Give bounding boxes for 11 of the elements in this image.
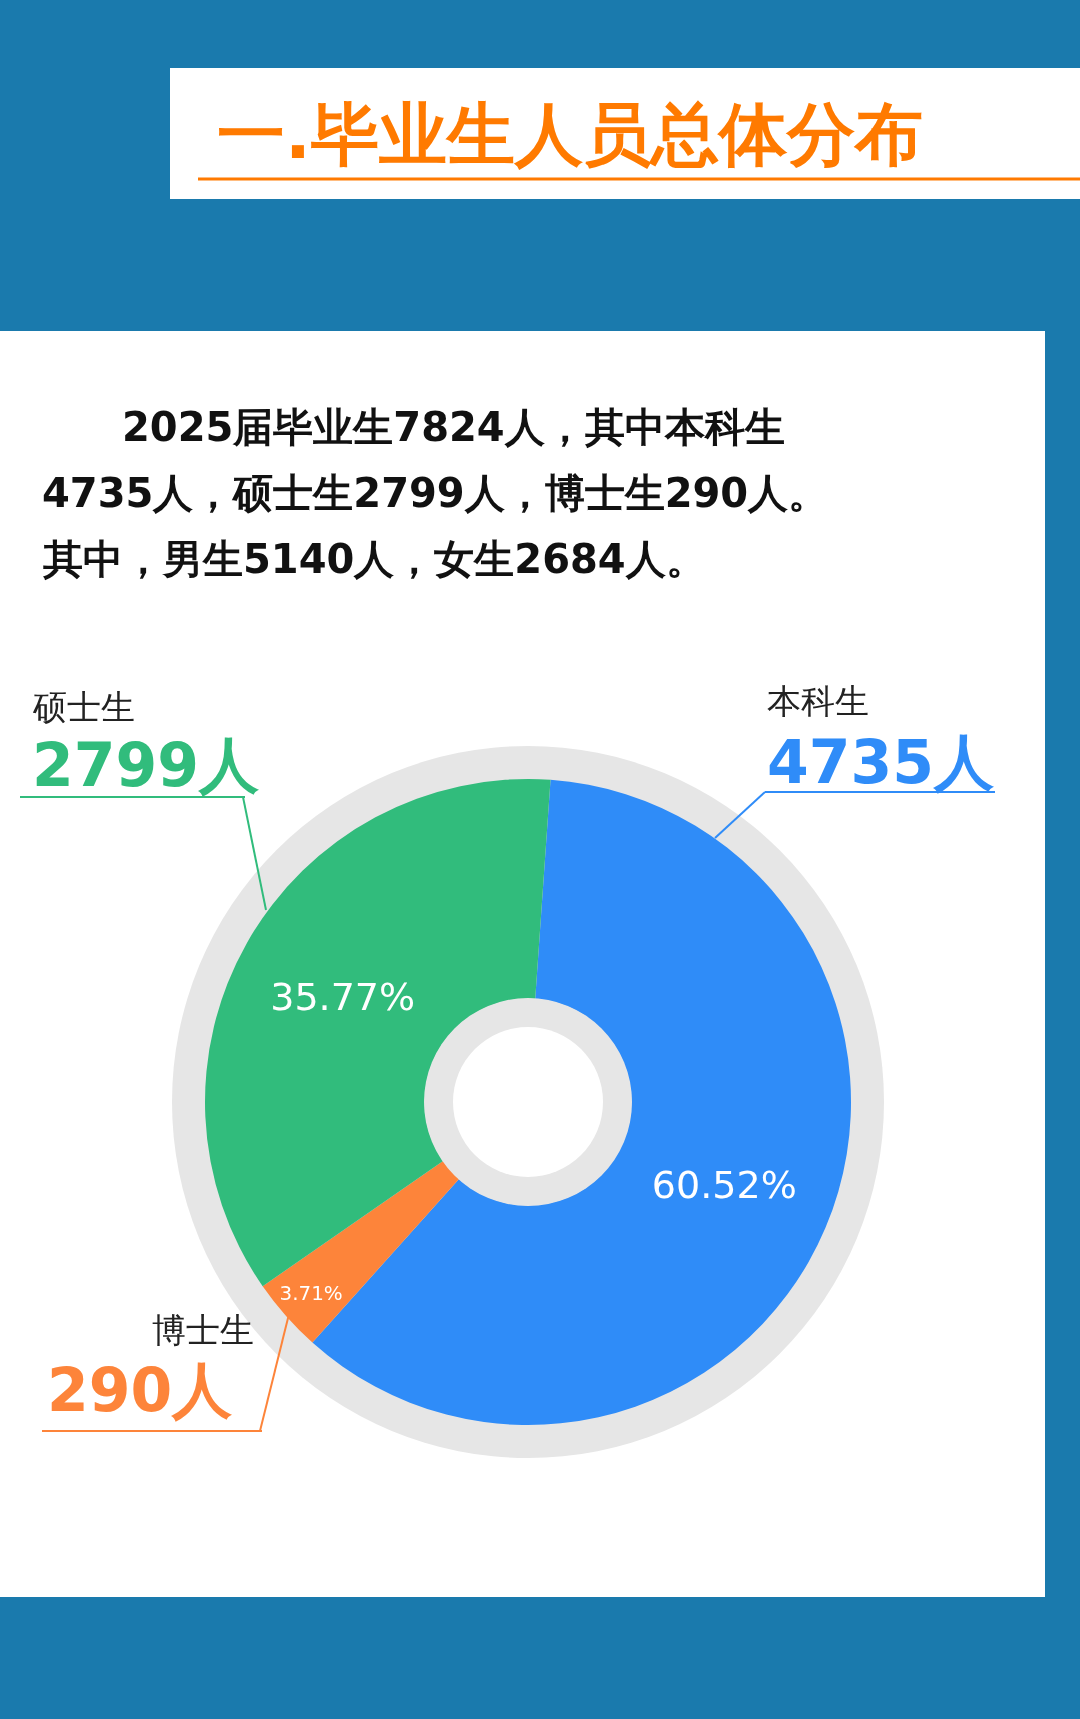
text: 2025届毕业生7824人，其中本科生4735人，硕士生2799人，博士生290人。其中，男生5140人，女生2684人。 bbox=[42, 404, 829, 582]
text: 2799人 bbox=[32, 730, 259, 800]
slice-label: 本科生 bbox=[767, 681, 869, 721]
data-label: 35.77% bbox=[270, 974, 416, 1019]
text: 4735人 bbox=[767, 727, 994, 797]
text: 290人 bbox=[47, 1355, 233, 1425]
slice-label: 硕士生 bbox=[32, 687, 135, 727]
data-label: 3.71% bbox=[279, 1282, 343, 1306]
slice-label: 博士生 bbox=[152, 1310, 254, 1350]
data-label: 60.52% bbox=[651, 1163, 797, 1208]
chart-title: 一.毕业生人员总体分布 bbox=[217, 95, 923, 174]
